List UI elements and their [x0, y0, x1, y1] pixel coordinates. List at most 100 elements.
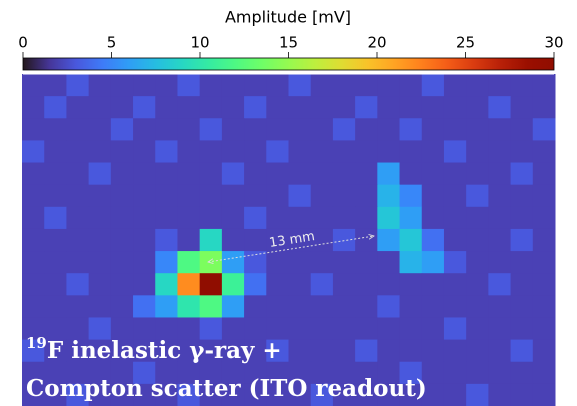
- heat-cell: [88, 162, 112, 186]
- heat-cell: [488, 96, 512, 119]
- heat-cell: [355, 184, 378, 208]
- heatmap: [22, 74, 556, 406]
- colorbar: [22, 57, 555, 71]
- heat-cell: [244, 206, 267, 230]
- heat-cell: [332, 118, 356, 141]
- heat-cell: [332, 162, 356, 186]
- heat-cell: [399, 339, 423, 363]
- heat-cell: [532, 251, 556, 274]
- heat-cell: [532, 118, 556, 141]
- heat-cell: [310, 162, 334, 186]
- heat-cell: [532, 228, 556, 252]
- heat-cell: [266, 162, 289, 186]
- heat-cell: [110, 383, 134, 406]
- heat-cell: [510, 361, 534, 385]
- heat-cell: [177, 162, 201, 186]
- heat-cell: [377, 162, 401, 186]
- heat-cell: [44, 383, 67, 406]
- heat-cell: [155, 339, 178, 363]
- heat-cell: [399, 295, 423, 318]
- heat-cell: [355, 317, 378, 341]
- heat-cell: [355, 339, 378, 363]
- heat-cell: [66, 361, 90, 385]
- heat-cell: [510, 273, 534, 296]
- heat-cell: [377, 295, 401, 318]
- heat-cell: [266, 295, 289, 318]
- heat-cell: [288, 361, 312, 385]
- heat-cell: [110, 162, 134, 186]
- heat-cell: [421, 339, 445, 363]
- heat-cell: [177, 339, 201, 363]
- heat-cell: [355, 74, 378, 97]
- heat-cell: [466, 140, 489, 164]
- heat-cell: [110, 295, 134, 318]
- heat-cell: [377, 206, 401, 230]
- heat-cell: [22, 251, 45, 274]
- heat-cell: [532, 273, 556, 296]
- heat-cell: [199, 140, 223, 164]
- heat-cell: [44, 251, 67, 274]
- heat-cell: [88, 228, 112, 252]
- heat-cell: [44, 162, 67, 186]
- heat-cell: [133, 339, 156, 363]
- heat-cell: [532, 339, 556, 363]
- heat-cell: [221, 383, 245, 406]
- caption-text: F inelastic γ-ray +: [47, 337, 282, 364]
- heat-cell: [355, 383, 378, 406]
- heat-cell: [44, 140, 67, 164]
- heat-cell: [332, 206, 356, 230]
- heat-cell: [199, 162, 223, 186]
- heat-cell: [155, 295, 178, 318]
- heat-cell: [199, 251, 223, 274]
- heat-cell: [355, 140, 378, 164]
- heat-cell: [377, 317, 401, 341]
- heat-cell: [88, 295, 112, 318]
- heat-cell: [133, 251, 156, 274]
- heat-cell: [88, 339, 112, 363]
- heat-cell: [488, 383, 512, 406]
- heat-cell: [288, 162, 312, 186]
- heat-cell: [377, 251, 401, 274]
- heat-cell: [66, 206, 90, 230]
- heat-cell: [377, 383, 401, 406]
- heat-cell: [421, 140, 445, 164]
- heat-cell: [266, 317, 289, 341]
- heat-cell: [155, 251, 178, 274]
- heat-cell: [110, 228, 134, 252]
- heat-cell: [221, 206, 245, 230]
- heat-cell: [266, 251, 289, 274]
- heat-cell: [466, 184, 489, 208]
- heat-cell: [488, 251, 512, 274]
- heat-cell: [421, 383, 445, 406]
- heat-cell: [355, 206, 378, 230]
- heat-cell: [22, 317, 45, 341]
- heat-cell: [510, 295, 534, 318]
- colorbar-tick-label: 0: [18, 34, 28, 52]
- heat-cell: [199, 184, 223, 208]
- heat-cell: [532, 162, 556, 186]
- heat-cell: [332, 184, 356, 208]
- heat-cell: [488, 162, 512, 186]
- heat-cell: [466, 317, 489, 341]
- heat-cell: [421, 273, 445, 296]
- colorbar-tick-label: 30: [544, 34, 563, 52]
- heat-cell: [510, 162, 534, 186]
- heat-cell: [288, 206, 312, 230]
- heat-cell: [332, 251, 356, 274]
- heat-cell: [155, 74, 178, 97]
- heat-cell: [421, 96, 445, 119]
- heat-cell: [221, 96, 245, 119]
- heat-cell: [155, 317, 178, 341]
- heat-cell: [66, 295, 90, 318]
- heat-cell: [199, 206, 223, 230]
- heat-cell: [288, 184, 312, 208]
- heat-cell: [177, 361, 201, 385]
- heat-cell: [199, 295, 223, 318]
- heat-cell: [377, 273, 401, 296]
- heat-cell: [288, 74, 312, 97]
- heat-cell: [44, 361, 67, 385]
- heat-cell: [488, 206, 512, 230]
- heat-cell: [22, 228, 45, 252]
- heat-cell: [199, 339, 223, 363]
